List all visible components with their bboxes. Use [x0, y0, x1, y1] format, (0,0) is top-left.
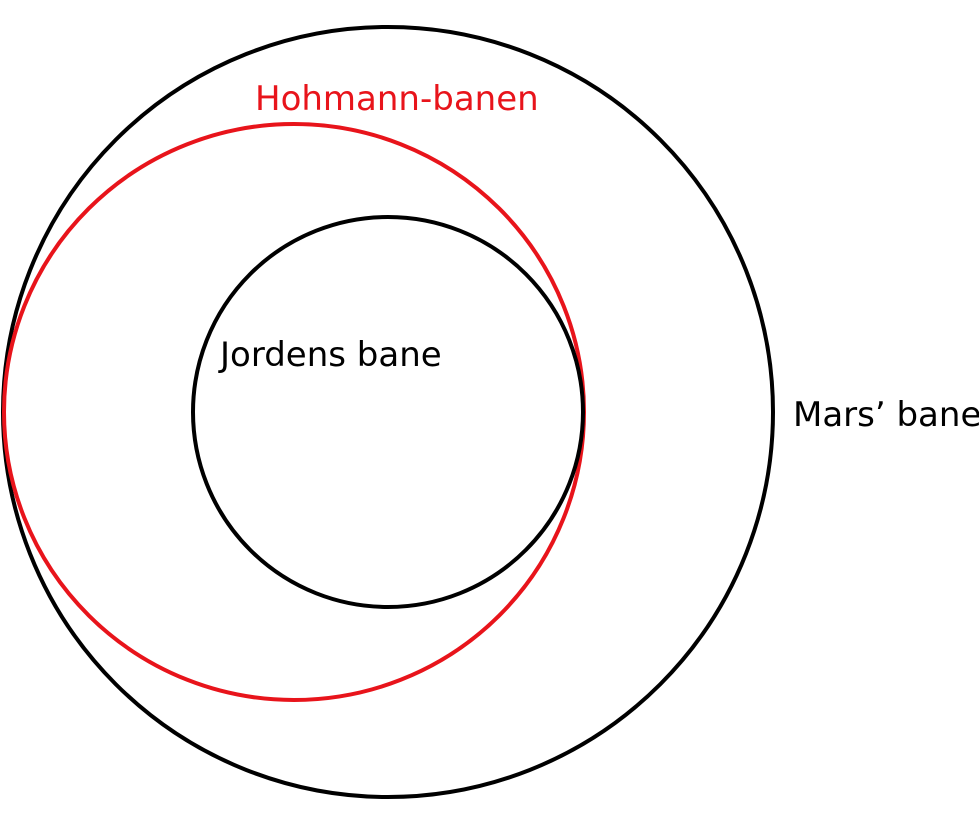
hohmann-orbit-label: Hohmann-banen: [255, 79, 539, 119]
hohmann-transfer-ellipse: [2, 122, 586, 702]
earth-orbit-label: Jordens bane: [218, 335, 442, 375]
earth-orbit-circle: [191, 215, 585, 609]
mars-orbit-label: Mars’ bane: [793, 395, 979, 435]
mars-orbit-circle: [1, 25, 775, 799]
